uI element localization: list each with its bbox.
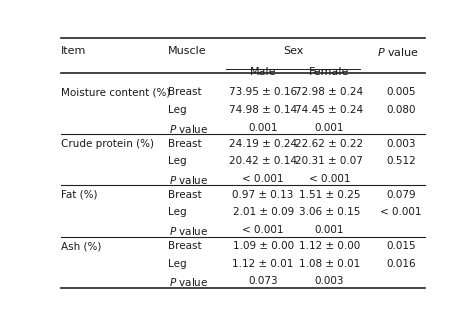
Text: 0.97 ± 0.13: 0.97 ± 0.13 xyxy=(232,190,294,200)
Text: 20.31 ± 0.07: 20.31 ± 0.07 xyxy=(295,156,363,166)
Text: Crude protein (%): Crude protein (%) xyxy=(61,138,154,149)
Text: $\it{P}$ value: $\it{P}$ value xyxy=(377,46,419,58)
Text: 73.95 ± 0.16: 73.95 ± 0.16 xyxy=(229,87,297,97)
Text: 74.45 ± 0.24: 74.45 ± 0.24 xyxy=(295,105,363,115)
Text: 1.51 ± 0.25: 1.51 ± 0.25 xyxy=(299,190,360,200)
Text: < 0.001: < 0.001 xyxy=(309,174,350,184)
Text: $\it{P}$ value: $\it{P}$ value xyxy=(169,276,209,288)
Text: 0.016: 0.016 xyxy=(386,259,416,269)
Text: Item: Item xyxy=(61,46,86,56)
Text: 0.003: 0.003 xyxy=(315,276,344,286)
Text: 1.08 ± 0.01: 1.08 ± 0.01 xyxy=(299,259,360,269)
Text: 0.073: 0.073 xyxy=(248,276,278,286)
Text: 1.09 ± 0.00: 1.09 ± 0.00 xyxy=(233,241,294,251)
Text: 0.001: 0.001 xyxy=(315,122,344,133)
Text: 0.079: 0.079 xyxy=(386,190,416,200)
Text: 2.01 ± 0.09: 2.01 ± 0.09 xyxy=(233,208,294,217)
Text: $\it{P}$ value: $\it{P}$ value xyxy=(169,225,209,237)
Text: 0.015: 0.015 xyxy=(386,241,416,251)
Text: Ash (%): Ash (%) xyxy=(61,241,101,251)
Text: 0.080: 0.080 xyxy=(386,105,416,115)
Text: Female: Female xyxy=(309,67,349,77)
Text: 74.98 ± 0.14: 74.98 ± 0.14 xyxy=(229,105,297,115)
Text: < 0.001: < 0.001 xyxy=(242,225,284,235)
Text: Breast: Breast xyxy=(168,190,201,200)
Text: 1.12 ± 0.01: 1.12 ± 0.01 xyxy=(232,259,294,269)
Text: < 0.001: < 0.001 xyxy=(380,208,422,217)
Text: Muscle: Muscle xyxy=(168,46,206,56)
Text: 0.003: 0.003 xyxy=(386,138,416,149)
Text: Fat (%): Fat (%) xyxy=(61,190,98,200)
Text: 0.005: 0.005 xyxy=(386,87,416,97)
Text: Sex: Sex xyxy=(283,46,304,56)
Text: $\it{P}$ value: $\it{P}$ value xyxy=(169,174,209,186)
Text: 0.512: 0.512 xyxy=(386,156,416,166)
Text: Breast: Breast xyxy=(168,241,201,251)
Text: 20.42 ± 0.14: 20.42 ± 0.14 xyxy=(229,156,297,166)
Text: Male: Male xyxy=(250,67,276,77)
Text: Breast: Breast xyxy=(168,138,201,149)
Text: Leg: Leg xyxy=(168,105,186,115)
Text: Moisture content (%): Moisture content (%) xyxy=(61,87,171,97)
Text: 24.19 ± 0.24: 24.19 ± 0.24 xyxy=(229,138,297,149)
Text: Breast: Breast xyxy=(168,87,201,97)
Text: Leg: Leg xyxy=(168,156,186,166)
Text: Leg: Leg xyxy=(168,208,186,217)
Text: 3.06 ± 0.15: 3.06 ± 0.15 xyxy=(299,208,360,217)
Text: $\it{P}$ value: $\it{P}$ value xyxy=(169,122,209,134)
Text: 0.001: 0.001 xyxy=(315,225,344,235)
Text: 0.001: 0.001 xyxy=(248,122,278,133)
Text: 1.12 ± 0.00: 1.12 ± 0.00 xyxy=(299,241,360,251)
Text: < 0.001: < 0.001 xyxy=(242,174,284,184)
Text: 72.98 ± 0.24: 72.98 ± 0.24 xyxy=(295,87,363,97)
Text: Leg: Leg xyxy=(168,259,186,269)
Text: 22.62 ± 0.22: 22.62 ± 0.22 xyxy=(295,138,363,149)
